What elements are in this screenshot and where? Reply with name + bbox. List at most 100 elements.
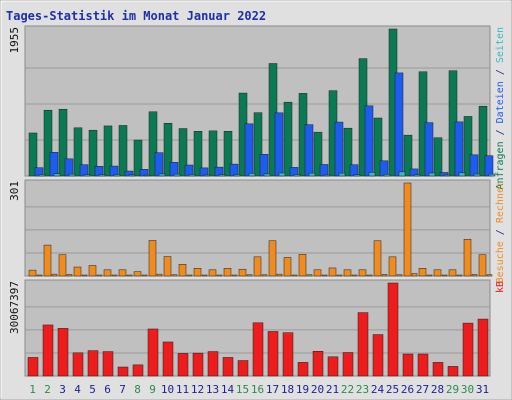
bar-anfragen-11 [178,128,188,177]
x-tick-label-25: 25 [386,383,399,396]
bar-anfragen-4 [73,127,83,177]
bar-kb-13 [207,351,219,377]
x-tick-label-3: 3 [59,383,66,396]
bar-kb-7 [117,366,129,377]
bar-dateien-16 [259,154,269,177]
chart-title: Tages-Statistik im Monat Januar 2022 [6,9,266,23]
bar-besuche-19 [298,254,307,277]
bar-seiten-8 [143,174,151,177]
bar-seiten-15 [248,173,256,177]
bar-seiten-5 [98,174,106,177]
bar-seiten-10 [173,173,181,177]
bar-seiten-23 [368,172,376,177]
x-tick-label-26: 26 [401,383,414,396]
bar-anfragen-8 [133,139,143,177]
bar-besuche-24 [373,240,382,277]
bar-rechner-13 [216,274,223,277]
x-tick-label-28: 28 [431,383,444,396]
x-tick-label-14: 14 [221,383,235,396]
bar-kb-5 [87,350,99,377]
bar-rechner-27 [426,274,433,277]
bar-anfragen-3 [58,108,68,177]
bar-besuche-6 [103,269,112,277]
x-tick-label-8: 8 [134,383,141,396]
bar-dateien-17 [274,112,284,177]
bar-kb-2 [42,324,54,377]
x-tick-label-22: 22 [341,383,354,396]
bar-seiten-18 [293,174,301,177]
x-tick-label-17: 17 [266,383,279,396]
legend-part: / [495,223,506,241]
bar-rechner-7 [126,274,133,277]
bar-kb-10 [162,341,174,377]
bar-rechner-15 [246,274,253,277]
bar-dateien-25 [394,72,404,177]
bar-rechner-28 [441,274,448,277]
bar-kb-6 [102,351,114,377]
bar-dateien-4 [79,164,89,177]
bar-rechner-19 [306,274,313,277]
bar-seiten-26 [413,174,421,177]
bar-anfragen-6 [103,125,113,177]
series-legend-3: kB [495,281,506,293]
bar-kb-23 [357,312,369,377]
x-tick-label-30: 30 [461,383,474,396]
bar-seiten-25 [398,171,406,177]
bar-rechner-25 [396,274,403,277]
bar-kb-20 [312,351,324,377]
bar-rechner-21 [336,274,343,277]
bar-kb-21 [327,356,339,377]
bar-dateien-9 [154,152,164,177]
bar-rechner-1 [36,274,43,277]
bar-seiten-12 [203,174,211,177]
bar-kb-26 [402,353,414,377]
bar-dateien-30 [469,154,479,177]
bar-rechner-6 [111,274,118,277]
bar-rechner-11 [186,274,193,277]
x-tick-label-23: 23 [356,383,369,396]
bar-rechner-30 [471,274,478,277]
bar-kb-31 [477,318,489,377]
x-tick-label-6: 6 [104,383,111,396]
bar-besuche-20 [313,269,322,277]
bar-kb-9 [147,328,159,377]
bar-kb-24 [372,334,384,377]
bar-rechner-20 [321,274,328,277]
bar-besuche-15 [238,268,247,277]
bar-dateien-15 [244,123,254,177]
bar-seiten-30 [473,173,481,177]
y-max-label-2: 301 [8,181,21,201]
bar-rechner-2 [51,273,58,277]
bar-besuche-29 [448,269,457,277]
legend-part: Rechner [495,181,506,223]
x-tick-label-31: 31 [476,383,489,396]
bar-dateien-2 [49,152,59,177]
bar-anfragen-16 [253,112,263,177]
bar-rechner-4 [81,274,88,277]
bar-anfragen-24 [373,117,383,177]
bar-besuche-28 [433,269,442,277]
bar-anfragen-26 [403,134,413,177]
bar-kb-3 [57,328,69,377]
bar-anfragen-28 [433,137,443,177]
bar-besuche-5 [88,265,97,277]
bar-besuche-8 [133,271,142,277]
x-tick-label-7: 7 [119,383,126,396]
bar-kb-18 [282,332,294,377]
bar-kb-30 [462,322,474,377]
bar-dateien-29 [454,121,464,177]
bar-kb-15 [237,360,249,377]
x-tick-label-27: 27 [416,383,429,396]
x-tick-label-12: 12 [191,383,204,396]
bar-seiten-11 [188,174,196,177]
bar-dateien-21 [334,121,344,177]
bar-dateien-24 [379,160,389,177]
bar-kb-1 [27,357,39,377]
bar-anfragen-31 [478,105,488,177]
bar-seiten-14 [233,174,241,177]
bar-besuche-17 [268,240,277,277]
bar-besuche-22 [343,269,352,277]
x-tick-label-15: 15 [236,383,249,396]
x-tick-label-2: 2 [44,383,51,396]
bar-besuche-25 [388,256,397,277]
